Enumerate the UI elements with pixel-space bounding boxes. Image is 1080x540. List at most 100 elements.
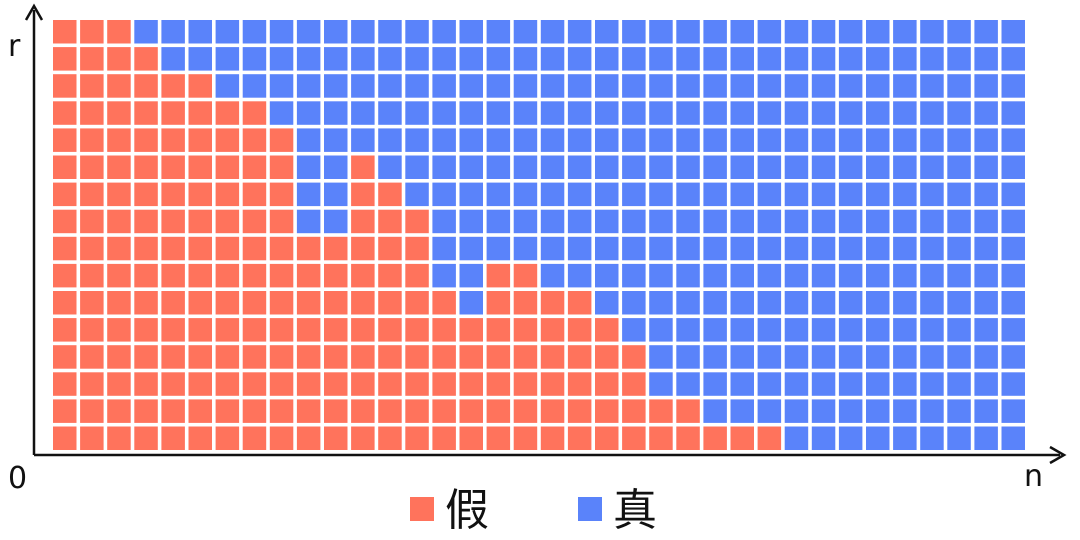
cell-true (838, 182, 863, 207)
cell-true (920, 155, 944, 179)
cell-false (107, 20, 131, 44)
cell-true (811, 426, 836, 450)
cell-true (432, 47, 456, 71)
cell-true (513, 128, 538, 152)
cell-false (351, 155, 375, 179)
cell-false (80, 372, 104, 396)
cell-false (134, 372, 158, 396)
cell-true (947, 182, 971, 207)
cell-true (513, 20, 538, 44)
cell-false (80, 182, 104, 207)
cell-true (540, 101, 565, 125)
cell-false (242, 182, 267, 207)
cell-false (188, 318, 212, 342)
cell-false (107, 263, 131, 288)
cell-false (215, 182, 240, 207)
cell-false (188, 291, 212, 315)
cell-true (649, 209, 673, 234)
cell-true (784, 47, 809, 71)
cell-false (432, 291, 456, 315)
cell-true (188, 20, 212, 44)
cell-false (378, 426, 402, 450)
cell-false (513, 291, 538, 315)
cell-true (296, 47, 321, 71)
cell-false (53, 318, 77, 342)
cell-false (215, 263, 240, 288)
cell-false (53, 182, 77, 207)
cell-false (242, 291, 267, 315)
cell-true (567, 20, 592, 44)
cell-false (513, 263, 538, 288)
cell-false (80, 155, 104, 179)
cell-true (595, 74, 619, 98)
cell-true (703, 318, 727, 342)
cell-true (1001, 291, 1025, 315)
cell-true (757, 128, 782, 152)
legend-swatch-false (410, 497, 434, 521)
cell-true (486, 182, 511, 207)
cell-true (595, 20, 619, 44)
cell-true (540, 20, 565, 44)
cell-false (161, 263, 185, 288)
cell-true (866, 182, 890, 207)
cell-false (161, 236, 185, 261)
cell-false (134, 128, 158, 152)
cell-false (53, 263, 77, 288)
cell-true (486, 209, 511, 234)
cell-true (866, 128, 890, 152)
cell-true (1001, 372, 1025, 396)
cell-false (567, 318, 592, 342)
cell-true (595, 182, 619, 207)
cell-true (757, 47, 782, 71)
cell-true (866, 318, 890, 342)
cell-false (53, 128, 77, 152)
cell-false (296, 372, 321, 396)
cell-false (540, 345, 565, 369)
cell-false (567, 399, 592, 423)
cell-true (1001, 263, 1025, 288)
cell-true (676, 209, 700, 234)
cell-true (757, 291, 782, 315)
cell-true (730, 74, 754, 98)
cell-true (920, 318, 944, 342)
cell-true (703, 74, 727, 98)
cell-true (459, 47, 483, 71)
cell-true (730, 263, 754, 288)
cell-true (269, 101, 294, 125)
cell-false (269, 263, 294, 288)
cell-true (486, 101, 511, 125)
cell-true (974, 155, 998, 179)
cell-false (432, 345, 456, 369)
cell-true (730, 20, 754, 44)
cell-true (567, 182, 592, 207)
cell-false (649, 399, 673, 423)
cell-true (459, 209, 483, 234)
cell-false (161, 128, 185, 152)
cell-true (811, 209, 836, 234)
cell-true (974, 345, 998, 369)
cell-false (540, 399, 565, 423)
cell-false (242, 426, 267, 450)
cell-true (540, 182, 565, 207)
cell-false (215, 426, 240, 450)
cell-true (676, 155, 700, 179)
cell-true (595, 209, 619, 234)
cell-false (80, 263, 104, 288)
cell-false (107, 155, 131, 179)
cell-true (757, 20, 782, 44)
cell-true (947, 128, 971, 152)
cell-false (269, 345, 294, 369)
cell-true (893, 372, 917, 396)
cell-true (595, 47, 619, 71)
cell-false (567, 345, 592, 369)
cell-false (161, 209, 185, 234)
cell-true (1001, 155, 1025, 179)
cell-false (80, 74, 104, 98)
cell-true (567, 101, 592, 125)
cell-true (405, 182, 429, 207)
cell-true (486, 155, 511, 179)
cell-true (649, 101, 673, 125)
cell-true (893, 263, 917, 288)
cell-true (811, 399, 836, 423)
